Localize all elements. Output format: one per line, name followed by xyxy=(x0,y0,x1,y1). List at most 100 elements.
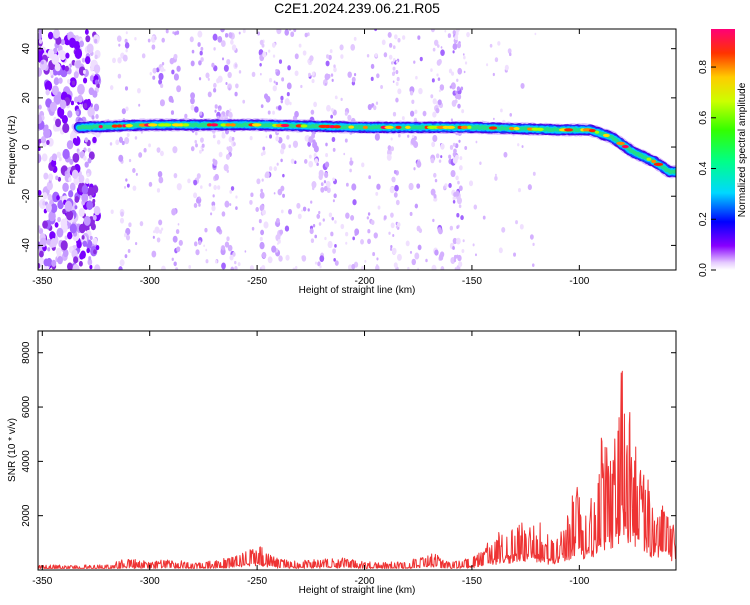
spectrogram-cell xyxy=(212,159,218,166)
spectrogram-cell xyxy=(117,73,122,79)
spectrogram-cell xyxy=(287,65,291,71)
spectrogram-cell xyxy=(121,140,125,146)
spectrogram-cell xyxy=(440,266,445,270)
spectrogram-cell xyxy=(456,213,460,218)
spectrogram-cell xyxy=(529,234,534,240)
spectrogram-cell xyxy=(176,30,180,35)
spectrogram-cell xyxy=(456,237,461,245)
spectrogram-cell xyxy=(520,82,525,89)
spectrogram-cell xyxy=(387,145,392,151)
spectrogram-cell xyxy=(93,103,100,112)
spectrogram-cell xyxy=(70,100,75,106)
spectrogram-cell xyxy=(449,225,454,231)
spectrogram-cell xyxy=(198,240,202,246)
spectrogram-peak xyxy=(405,125,411,129)
spectrogram-cell xyxy=(350,44,356,51)
spectrogram-peak xyxy=(122,124,127,128)
spectrogram-cell xyxy=(388,231,391,235)
spectrogram-cell xyxy=(82,240,87,247)
y-tick-label: 8000 xyxy=(21,341,32,364)
spectrogram-cell xyxy=(78,260,83,267)
spectrogram-cell xyxy=(43,258,49,267)
spectrogram-cell xyxy=(47,247,51,252)
spectrogram-cell xyxy=(214,259,218,264)
spectrogram-cell xyxy=(419,56,423,62)
spectrogram-cell xyxy=(118,266,123,270)
spectrogram-cell xyxy=(261,209,266,216)
spectrogram-cell xyxy=(201,148,204,152)
spectrogram-cell xyxy=(125,31,128,35)
spectrogram-cell xyxy=(161,265,166,270)
spectrogram-cell xyxy=(454,143,459,149)
spectrogram-cell xyxy=(292,267,296,270)
spectrogram-cell xyxy=(195,249,200,256)
spectrogram-peak xyxy=(467,125,472,129)
spectrogram-cell xyxy=(290,158,295,164)
spectrogram-cell xyxy=(452,152,456,157)
spectrogram-cell xyxy=(228,32,233,39)
spectrogram-cell xyxy=(450,82,456,90)
spectrogram-cell xyxy=(176,246,181,253)
spectrogram-cell xyxy=(455,190,460,197)
spectrogram-cell xyxy=(411,258,417,266)
snr-panel: -350 -300 -250 -200 -150 -100 2000 4000 6000 800… xyxy=(7,330,677,596)
spectrogram-cell xyxy=(74,205,78,210)
spectrogram-cell xyxy=(156,147,161,153)
spectrogram-cell xyxy=(249,265,254,270)
spectrogram-cell xyxy=(156,67,160,73)
spectrogram-cell xyxy=(340,223,345,230)
spectrogram-cell xyxy=(68,177,72,183)
spectrogram-cell xyxy=(390,247,393,251)
spectrogram-cell xyxy=(46,139,50,145)
spectrogram-cell xyxy=(171,208,177,216)
spectrogram-cell xyxy=(432,111,437,118)
spectrogram-cell xyxy=(324,161,330,168)
spectrogram-cell xyxy=(84,137,89,143)
y-tick-label: 20 xyxy=(21,92,32,104)
spectrogram-cell xyxy=(351,263,356,270)
y-tick-label: -40 xyxy=(21,238,32,253)
spectrogram-cell xyxy=(367,212,371,216)
spectrogram-cell xyxy=(322,218,325,222)
spectrogram-cell xyxy=(138,152,143,158)
spectrogram-cell xyxy=(430,29,435,33)
spectrogram-cell xyxy=(448,154,452,159)
spectrogram-cell xyxy=(410,110,415,117)
spectrogram-cell xyxy=(244,250,247,253)
spectrogram-cell xyxy=(284,98,290,106)
spectrogram-cell xyxy=(44,124,49,131)
spectrogram-cell xyxy=(38,250,44,258)
spectrogram-cell xyxy=(282,193,285,198)
spectrogram-cell xyxy=(81,235,85,240)
spectrogram-cell xyxy=(161,37,165,43)
spectrogram-cell xyxy=(294,70,299,77)
spectrogram-cell xyxy=(262,51,267,58)
spectrogram-cell xyxy=(434,249,439,256)
spectrogram-cell xyxy=(302,50,307,56)
spectrogram-cell xyxy=(149,72,152,76)
spectrogram-cell xyxy=(360,265,365,270)
spectrogram-cell xyxy=(193,192,198,199)
spectrogram-cell xyxy=(449,145,454,150)
spectrogram-cell xyxy=(449,85,452,89)
spectrogram-cell xyxy=(251,226,255,231)
spectrogram-cell xyxy=(198,77,202,81)
spectrogram-cell xyxy=(452,30,456,35)
spectrogram-cell xyxy=(436,59,442,66)
spectrogram-cell xyxy=(439,254,444,261)
spectrogram-cell xyxy=(123,232,127,238)
spectrogram-cell xyxy=(58,77,63,84)
chart-title: C2E1.2024.239.06.21.R05 xyxy=(274,0,440,16)
spectrogram-cell xyxy=(333,67,337,73)
spectrogram-cell xyxy=(148,181,153,187)
spectrogram-cell xyxy=(432,47,436,52)
spectrogram-cell xyxy=(134,241,138,246)
spectrogram-cell xyxy=(83,102,88,109)
spectrogram-cell xyxy=(475,253,477,257)
spectrogram-cell xyxy=(366,216,370,220)
spectrogram-peak xyxy=(445,125,455,129)
snr-marks xyxy=(38,370,676,569)
spectrogram-cell xyxy=(38,32,42,40)
spectrogram-cell xyxy=(223,64,229,72)
spectrogram-cell xyxy=(527,184,532,191)
